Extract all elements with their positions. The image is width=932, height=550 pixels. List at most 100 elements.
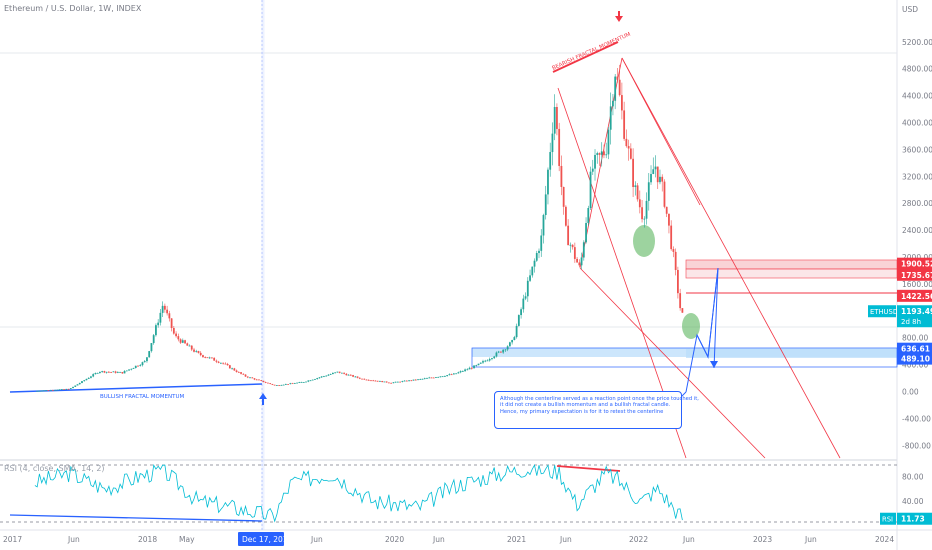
candle-body (576, 258, 578, 263)
candle-body (94, 373, 97, 375)
candle-body (354, 376, 357, 378)
candle-body (287, 384, 289, 385)
candle-body (92, 374, 95, 377)
price-tick-label: 2400.00 (902, 226, 932, 235)
candle-body (564, 206, 567, 226)
candle-body (410, 380, 413, 382)
candle-body (441, 376, 444, 378)
candle-body (54, 389, 57, 391)
candle-body (540, 235, 543, 251)
candle-body (531, 266, 534, 276)
candle-body (444, 376, 446, 377)
candle-body (45, 390, 48, 392)
price-badge-text: 1422.56 (901, 292, 932, 301)
time-label: Jun (432, 535, 445, 544)
price-tick-label: 4400.00 (902, 92, 932, 101)
candle-body (401, 381, 404, 382)
time-axis: 2017 Jun 2018 May Jun 2020 Jun 2021 Jun 2022 Jun 20… (3, 532, 894, 546)
candle-body (488, 359, 491, 361)
time-label: 2024 (875, 535, 894, 544)
candle-body (620, 95, 623, 111)
price-badge-b1735 (897, 268, 932, 281)
candle-body (567, 225, 570, 246)
candle-body (58, 389, 61, 391)
candle-body (632, 158, 634, 187)
candle-body (502, 349, 505, 353)
candle-body (273, 384, 276, 386)
candle-body (347, 374, 350, 376)
candle-body (103, 371, 106, 373)
candle-body (202, 355, 204, 358)
candle-body (338, 371, 341, 373)
price-axis: USD 5200.00 4800.00 4400.00 4000.00 3600.00 32… (902, 5, 932, 506)
candle-body (412, 379, 415, 381)
candle-body (190, 345, 193, 350)
candle-body (551, 133, 554, 153)
candle-body (587, 208, 590, 224)
candle-body (163, 305, 166, 310)
candle-body (417, 379, 419, 381)
symbol-badge (868, 305, 896, 318)
candle-body (49, 389, 52, 391)
candle-body (137, 365, 139, 367)
candle-body (405, 380, 408, 382)
candle-body (634, 185, 637, 187)
candle-body (522, 298, 525, 310)
candle-body (612, 100, 614, 107)
candle-body (526, 280, 529, 297)
candle-body (629, 148, 632, 159)
price-badge-b636 (897, 342, 932, 355)
candle-body (119, 371, 121, 373)
candle-body (529, 275, 531, 281)
price-tick-label: -400.00 (902, 414, 931, 423)
candle-body (293, 383, 296, 384)
candle-body (455, 373, 458, 375)
last-price-badge (897, 305, 932, 328)
bearish-line (552, 41, 619, 73)
candle-body (578, 262, 581, 266)
price-tick-label: 1600.00 (902, 280, 932, 289)
candle-body (267, 382, 269, 384)
candle-body (367, 379, 370, 381)
candle-body (343, 372, 346, 374)
candle-body (448, 374, 451, 376)
candle-body (213, 357, 216, 361)
candle-body (430, 377, 433, 379)
rsi-bearish-trendline (556, 465, 621, 472)
candle-body (477, 363, 480, 366)
candle-body (596, 153, 599, 155)
candle-body (264, 382, 267, 383)
candle-body (585, 223, 587, 243)
candle-body (76, 384, 79, 386)
candle-body (607, 129, 610, 155)
candle-body (148, 351, 151, 358)
price-badge-text: 1735.67 (901, 271, 932, 280)
candle-body (300, 382, 303, 383)
blue-zone-right (686, 349, 897, 358)
candle-body (233, 368, 236, 371)
time-label: 2018 (138, 535, 157, 544)
candle-body (47, 390, 50, 392)
candle-body (110, 371, 113, 373)
candle-body (345, 373, 348, 376)
candle-body (497, 351, 500, 353)
candle-body (40, 390, 43, 392)
candle-body (461, 371, 464, 372)
candle-body (677, 269, 679, 294)
candle-body (161, 305, 164, 313)
rsi-value-text: 11.73 (901, 515, 925, 524)
candle-body (446, 375, 449, 377)
candle-body (325, 375, 328, 377)
candle-body (275, 385, 278, 386)
candle-body (134, 365, 137, 368)
candle-body (379, 380, 381, 382)
price-badge-b1422 (897, 289, 932, 302)
note-line-3: Hence, my primary expectation is for it … (500, 408, 664, 415)
candle-body (146, 357, 148, 362)
candle-body (311, 379, 314, 381)
candle-body (558, 128, 561, 166)
price-unit-label: USD (902, 5, 918, 14)
rsi-value-badge (897, 512, 932, 525)
